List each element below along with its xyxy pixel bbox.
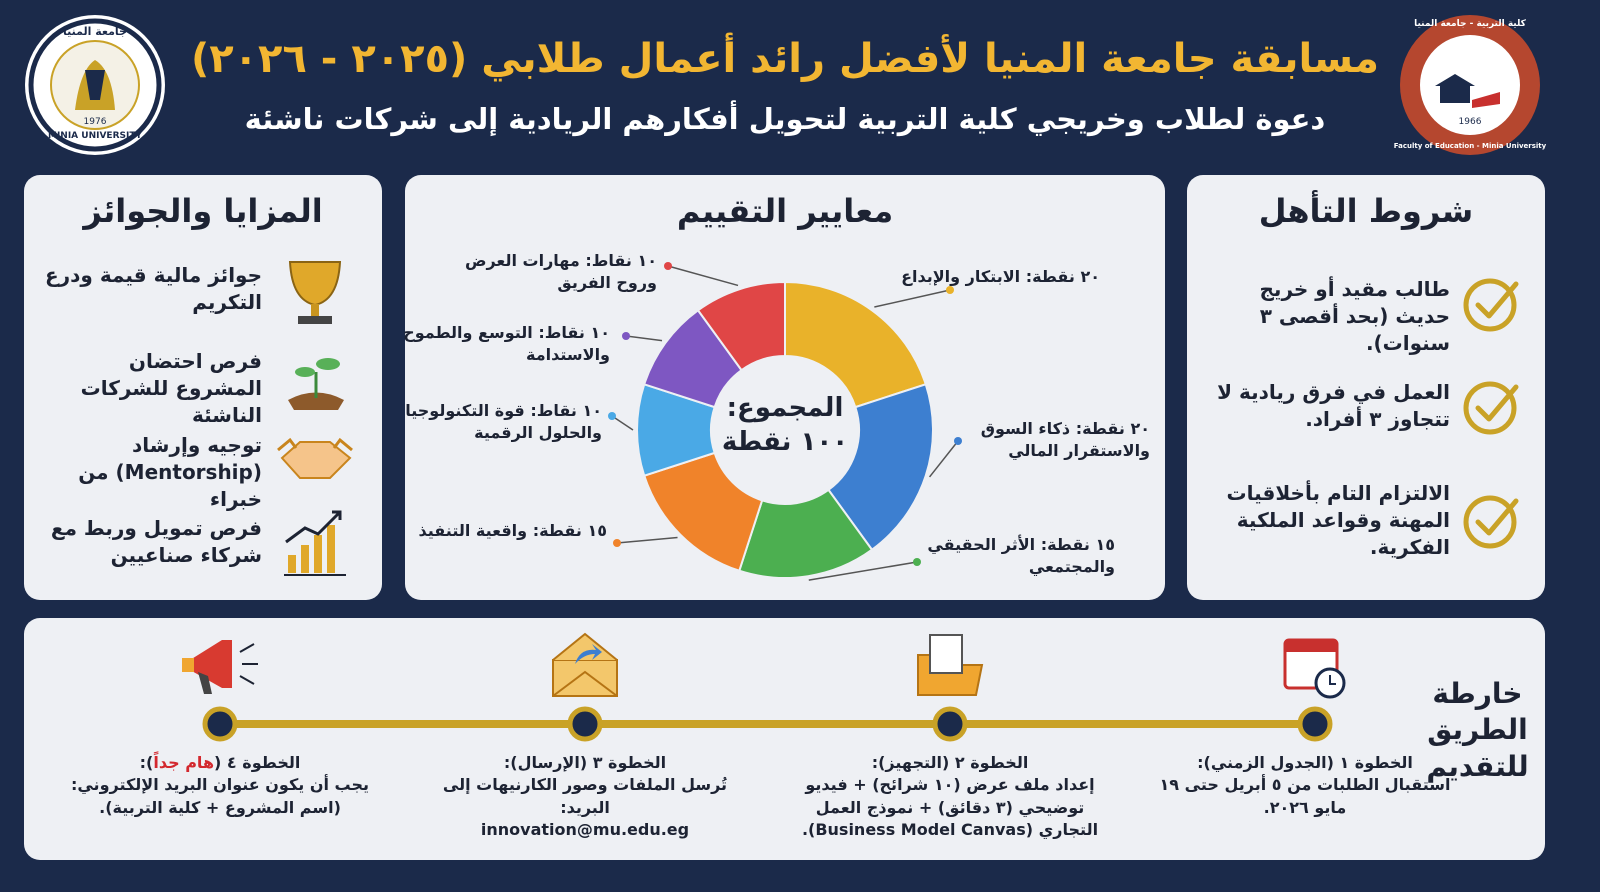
step-email: innovation@mu.edu.eg (480, 820, 690, 840)
step-body: استقبال الطلبات من ٥ أبريل حتى ١٩ مايو ٢… (1159, 775, 1451, 817)
leader-line (808, 561, 918, 581)
eligibility-item: الالتزام التام بأخلاقيات المهنة وقواعد ا… (1226, 481, 1451, 559)
step-title: الخطوة ٢ (التجهيز): (871, 753, 1029, 772)
donut-center: المجموع: ١٠٠ نقطة (705, 392, 865, 460)
logo-name-en: Faculty of Education - Minia University (1394, 142, 1547, 150)
eligibility-item: العمل في فرق ريادية لا تتجاوز ٣ أفراد. (1217, 380, 1450, 431)
step-title-part: الخطوة ٤ ( (214, 753, 301, 772)
university-logo: جامعة المنيا MINIA UNIVERSITY 1976 (25, 15, 165, 155)
title: مسابقة جامعة المنيا لأفضل رائد أعمال طلا… (190, 36, 1380, 82)
leader-line (611, 415, 634, 431)
step-important: هام جداً (153, 753, 215, 772)
leader-dot (946, 286, 954, 294)
donut-segment (696, 280, 786, 372)
value-label: ٢٠ نقطة: (1025, 267, 1100, 286)
segment-label: ١٠ نقاط: مهارات العرض وروح الفريق (447, 250, 657, 295)
logo-name-en: MINIA UNIVERSITY (48, 131, 142, 141)
criteria-panel (405, 175, 1165, 600)
center-value: ١٠٠ نقطة (721, 426, 849, 457)
benefits-title: المزايا والجوائز (83, 192, 323, 230)
segment-label: ١٥ نقطة: واقعية التنفيذ (397, 520, 607, 542)
segment-label: ١٠ نقاط: قوة التكنولوجيا والحلول الرقمية (392, 400, 602, 445)
eligibility-item: طالب مقيد أو خريج حديث (بحد أقصى ٣ سنوات… (1259, 277, 1450, 355)
benefit-icons (277, 261, 353, 576)
benefit-item: فرص تمويل وربط مع شركاء صناعيين (50, 516, 262, 567)
leader-dot (954, 437, 962, 445)
step-body: إعداد ملف عرض (١٠ شرائح) + فيديو توضيحي … (801, 775, 1099, 840)
category-label: التوسع والطموح والاستدامة (403, 323, 610, 365)
logo-year: 1976 (84, 117, 107, 127)
segment-label: ٢٠ نقطة: ذكاء السوق والاستقرار المالي (940, 418, 1150, 463)
segment-label: ١٥ نقطة: الأثر الحقيقي والمجتمعي (905, 534, 1115, 579)
benefit-item: فرص احتضان المشروع للشركات الناشئة (80, 349, 262, 427)
leader-dot (622, 332, 630, 340)
step: الخطوة ١ (الجدول الزمني): استقبال الطلبا… (1145, 752, 1465, 819)
category-label: مهارات العرض وروح الفريق (464, 251, 657, 293)
step-title: الخطوة ٣ (الإرسال): (503, 753, 667, 772)
check-icons (1463, 278, 1519, 549)
step-body: يجب أن يكون عنوان البريد الإلكتروني: (اس… (70, 775, 370, 817)
value-label: ١٠ نقاط: (538, 323, 610, 342)
logo-year: 1966 (1459, 117, 1482, 127)
leader-line (667, 265, 739, 287)
category-label: ذكاء السوق والاستقرار المالي (980, 419, 1150, 461)
value-label: ٢٠ نقطة: (1075, 419, 1150, 438)
leader-dot (613, 539, 621, 547)
donut-chart (608, 262, 962, 581)
category-label: الأثر الحقيقي والمجتمعي (927, 535, 1115, 577)
leader-dot (913, 558, 921, 566)
segment-label: ١٠ نقاط: التوسع والطموح والاستدامة (400, 322, 610, 367)
donut-segment (784, 280, 928, 409)
timeline (202, 706, 1333, 742)
leader-dot (664, 262, 672, 270)
category-label: واقعية التنفيذ (418, 521, 528, 540)
leader-line (625, 335, 663, 342)
step: الخطوة ٢ (التجهيز): إعداد ملف عرض (١٠ شر… (790, 752, 1110, 842)
donut-segment (827, 383, 934, 552)
subtitle: دعوة لطلاب وخريجي كلية التربية لتحويل أف… (244, 102, 1326, 136)
criteria-title: معايير التقييم (676, 192, 894, 230)
logo-name: كلية التربية - جامعة المنيا (1414, 19, 1527, 29)
benefit-item: جوائز مالية قيمة ودرع التكريم (44, 263, 262, 314)
leader-line (874, 289, 951, 308)
step-body: تُرسل الملفات وصور الكارنيهات إلى البريد… (442, 775, 728, 817)
step-title: الخطوة ٤ (هام جداً): (60, 752, 380, 774)
leader-line (616, 536, 678, 544)
leader-line (928, 440, 959, 478)
step: الخطوة ٤ (هام جداً): يجب أن يكون عنوان ا… (60, 752, 380, 819)
value-label: ١٠ نقاط: (585, 251, 657, 270)
category-label: قوة التكنولوجيا والحلول الرقمية (405, 401, 602, 443)
roadmap-panel (24, 618, 1545, 860)
category-label: الابتكار والإبداع (901, 267, 1021, 286)
logo-name: جامعة المنيا (63, 25, 127, 38)
step-title: الخطوة ١ (الجدول الزمني): (1197, 753, 1413, 772)
step-title-part: ): (139, 753, 154, 772)
roadmap-title: خارطة الطريق للتقديم (1426, 677, 1529, 783)
eligibility-title: شروط التأهل (1258, 192, 1474, 230)
value-label: ١٥ نقطة: (1040, 535, 1115, 554)
step: الخطوة ٣ (الإرسال): تُرسل الملفات وصور ا… (425, 752, 745, 842)
benefit-item: توجيه وإرشاد (Mentorship) من خبراء (78, 433, 262, 511)
faculty-logo: كلية التربية - جامعة المنيا Faculty of E… (1394, 15, 1547, 155)
value-label: ١٥ نقطة: (532, 521, 607, 540)
leader-dot (608, 412, 616, 420)
eligibility-panel (1187, 175, 1545, 600)
value-label: ١٠ نقاط: (530, 401, 602, 420)
segment-label: ٢٠ نقطة: الابتكار والإبداع (890, 266, 1100, 288)
center-label: المجموع: (726, 393, 844, 423)
step-icons (182, 632, 1346, 699)
